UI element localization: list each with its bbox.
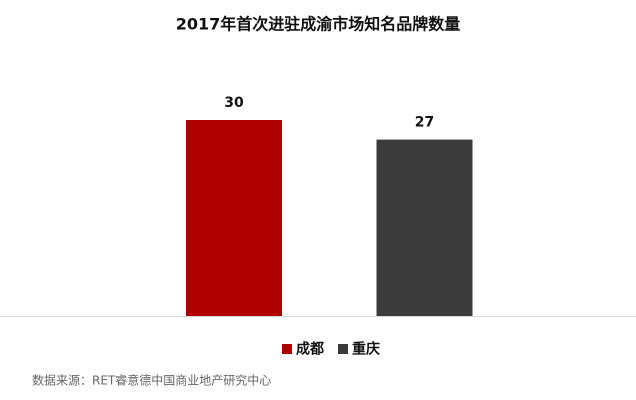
- legend-swatch: [282, 344, 292, 354]
- bar: [376, 139, 473, 316]
- legend-swatch: [338, 344, 348, 354]
- legend-label: 重庆: [352, 341, 380, 358]
- data-label: 30: [224, 95, 244, 111]
- data-label: 27: [415, 115, 434, 131]
- chart-title: 2017年首次进驻成渝市场知名品牌数量: [176, 15, 461, 34]
- source-note: 数据来源：RET睿意德中国商业地产研究中心: [32, 373, 271, 388]
- legend-label: 成都: [296, 341, 324, 358]
- bar: [186, 120, 282, 316]
